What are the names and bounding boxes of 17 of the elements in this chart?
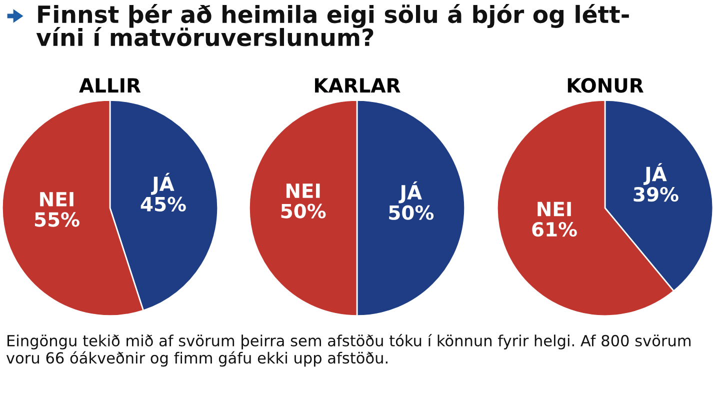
- slice-label: JÁ: [151, 172, 174, 195]
- data-label: 45%: [140, 196, 186, 212]
- slice-label: NEI: [40, 192, 74, 206]
- slice-label: NEI: [286, 184, 320, 198]
- data-label: 61%: [532, 222, 577, 237]
- text: Eingöngu tekið mið af svörum þeirra sem afstöðu tóku í könnun fyrir helgi. Af 800 svörum voru 66 óákveðnir og fimm gáfu ekki upp afstöðu.: [6, 334, 691, 367]
- chart-title: ALLIR: [79, 78, 141, 92]
- chart-title: KARLAR: [315, 78, 400, 92]
- slice-label: JÁ: [644, 163, 667, 185]
- slice-label: NEI: [538, 202, 571, 216]
- data-label: 50%: [389, 205, 434, 220]
- text: Finnst þér að heimila eigi sölu á bjór og létt- víni í matvöruverslunum?: [36, 4, 629, 46]
- data-label: 55%: [34, 212, 80, 227]
- chart-title: KONUR: [568, 78, 644, 93]
- data-label: 50%: [281, 204, 326, 218]
- data-label: 39%: [634, 186, 678, 202]
- slice-label: JÁ: [398, 181, 422, 204]
